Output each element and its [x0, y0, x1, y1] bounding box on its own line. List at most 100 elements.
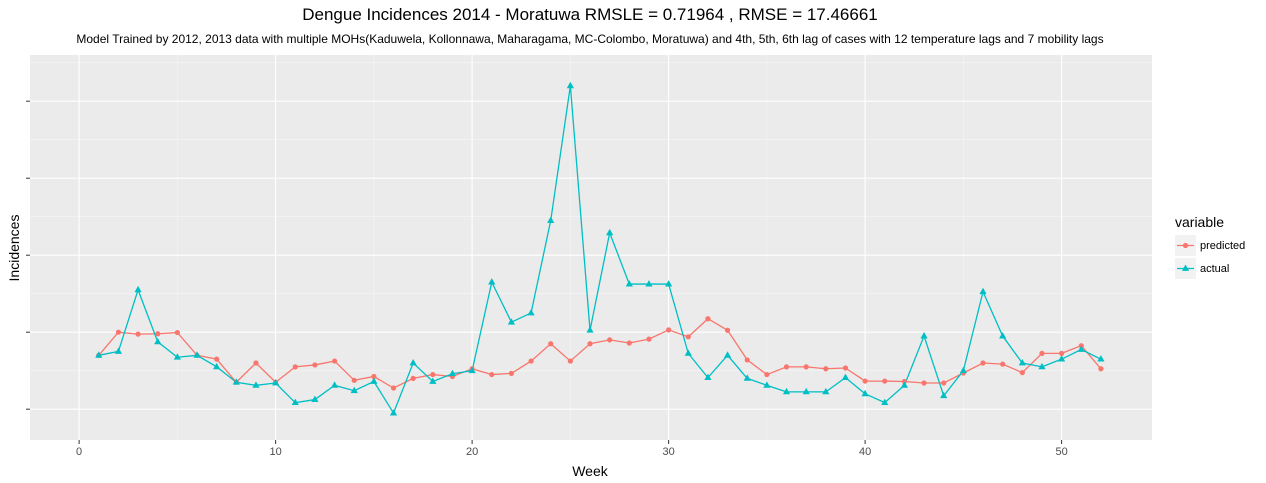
point-actual [861, 389, 869, 397]
point-actual [822, 387, 830, 395]
point-predicted [587, 341, 593, 347]
point-actual [114, 347, 123, 354]
point-actual [154, 337, 162, 345]
point-actual [684, 349, 692, 356]
legend-items: predicted actual [1175, 235, 1245, 279]
point-actual [507, 318, 516, 325]
chart-subtitle: Model Trained by 2012, 2013 data with mu… [76, 32, 1103, 46]
point-actual [291, 398, 299, 406]
point-predicted [489, 371, 495, 378]
series-lines [98, 85, 1102, 415]
point-actual [763, 381, 771, 388]
series-line-predicted [98, 317, 1102, 389]
point-actual [723, 351, 732, 358]
point-actual [95, 351, 103, 358]
point-actual [566, 81, 574, 89]
legend: variable predicted actual [1175, 214, 1245, 279]
point-actual [900, 381, 909, 388]
plot-panel [30, 55, 1152, 440]
point-predicted [528, 358, 534, 364]
point-predicted [312, 362, 318, 368]
point-predicted [508, 370, 515, 376]
point-predicted [430, 371, 436, 378]
point-actual [645, 280, 653, 287]
point-actual [704, 373, 712, 381]
point-actual [409, 359, 417, 366]
point-predicted [862, 378, 868, 384]
point-actual [625, 280, 633, 287]
point-predicted [724, 327, 731, 333]
x-tick-label: 10 [269, 446, 281, 458]
point-predicted [567, 358, 573, 364]
x-tick-label: 20 [466, 446, 478, 458]
point-predicted [1098, 366, 1104, 372]
point-predicted [1000, 361, 1006, 367]
point-predicted [292, 364, 298, 370]
x-tick-label: 0 [76, 446, 82, 458]
point-actual [370, 377, 378, 384]
x-axis: 0 10 20 30 40 50 [76, 440, 1068, 458]
point-predicted [823, 366, 829, 372]
legend-label-predicted: predicted [1200, 240, 1245, 252]
point-predicted [1039, 350, 1045, 356]
chart-title: Dengue Incidences 2014 - Moratuwa RMSLE … [302, 5, 878, 24]
point-actual [940, 391, 948, 399]
point-actual [1077, 345, 1085, 352]
legend-title: variable [1175, 214, 1224, 230]
point-actual [252, 381, 260, 388]
point-predicted [764, 371, 770, 378]
point-actual [527, 308, 535, 316]
point-actual [881, 398, 889, 406]
point-actual [606, 228, 614, 236]
y-axis [26, 100, 30, 410]
point-actual [999, 332, 1007, 339]
point-actual [979, 287, 987, 295]
point-actual [586, 326, 594, 333]
y-axis-title: Incidences [6, 215, 22, 282]
x-tick-label: 50 [1055, 446, 1067, 458]
point-predicted [351, 377, 357, 383]
point-predicted [646, 336, 652, 342]
point-actual [272, 379, 280, 386]
point-actual [488, 278, 496, 285]
point-predicted [253, 360, 259, 366]
series-points [95, 81, 1105, 416]
point-predicted [214, 356, 220, 362]
point-predicted [371, 373, 377, 380]
point-predicted [783, 364, 790, 370]
point-actual [468, 366, 476, 374]
point-predicted [1059, 350, 1065, 356]
point-predicted [1019, 370, 1025, 376]
point-predicted [744, 357, 750, 363]
point-actual [173, 353, 181, 360]
x-tick-label: 40 [859, 446, 871, 458]
point-actual [448, 369, 457, 377]
point-predicted [174, 329, 180, 336]
point-predicted [410, 375, 416, 381]
point-predicted [607, 337, 613, 343]
point-predicted [882, 378, 888, 384]
point-actual [311, 395, 319, 402]
point-actual [1097, 355, 1105, 362]
point-predicted [626, 340, 632, 346]
x-axis-title: Week [572, 463, 609, 479]
point-predicted [115, 329, 122, 335]
point-actual [1058, 355, 1066, 362]
point-actual [193, 351, 201, 358]
point-actual [547, 216, 555, 223]
point-actual [743, 374, 751, 381]
point-predicted [548, 341, 554, 347]
point-actual [429, 377, 437, 384]
point-actual [350, 386, 358, 394]
point-predicted [842, 365, 849, 371]
point-predicted [135, 331, 141, 337]
point-actual [213, 362, 221, 370]
legend-label-actual: actual [1200, 263, 1229, 275]
point-actual [665, 280, 673, 287]
point-actual [330, 381, 339, 388]
point-predicted [980, 360, 986, 366]
point-actual [782, 387, 791, 395]
legend-marker-actual [1181, 264, 1190, 271]
point-predicted [705, 316, 711, 322]
